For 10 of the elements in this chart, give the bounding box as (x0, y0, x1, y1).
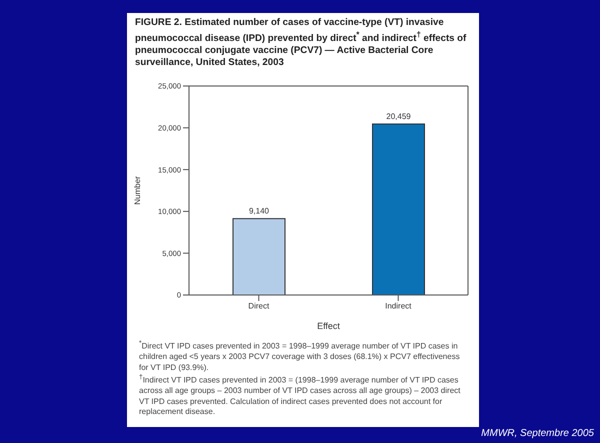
data-label: 9,140 (248, 206, 270, 216)
data-label: 20,459 (386, 112, 412, 121)
text: $^{†}$Indirect VT IPD cases prevented in 2003 = (1998–1999 average number of VT IPD cases across all age groups – 2003 number of VT IPD cases across all age groups) – 2003 direct VT IPD cases prevented. Calculation of indirect cases prevented does not account for replacement disease. (139, 373, 462, 418)
text: MMWR, Septembre 2005 (481, 428, 594, 439)
y-axis-title: Number (132, 176, 142, 205)
x-tick-label: Direct (248, 302, 270, 311)
chart-title: FIGURE 2. Estimated number of cases of vaccine-type (VT) invasive pneumococcal disease (IPD) prevented by direct$^{*}$ and indirect$^{†}$ effects of pneumococcal conjugate vaccine (PCV7) — Active Bacterial Core surveillance, United States, 2003 (135, 17, 468, 70)
x-tick-label: Indirect (385, 302, 412, 311)
text: $^{*}$Direct VT IPD cases prevented in 2003 = 1998–1999 average number of VT IPD cases in children aged <5 years x 2003 PCV7 coverage with 3 doses (68.1%) x PCV7 effectiveness for VT IPD (93.9%). (139, 339, 461, 374)
x-axis-title: Effect (317, 321, 340, 331)
